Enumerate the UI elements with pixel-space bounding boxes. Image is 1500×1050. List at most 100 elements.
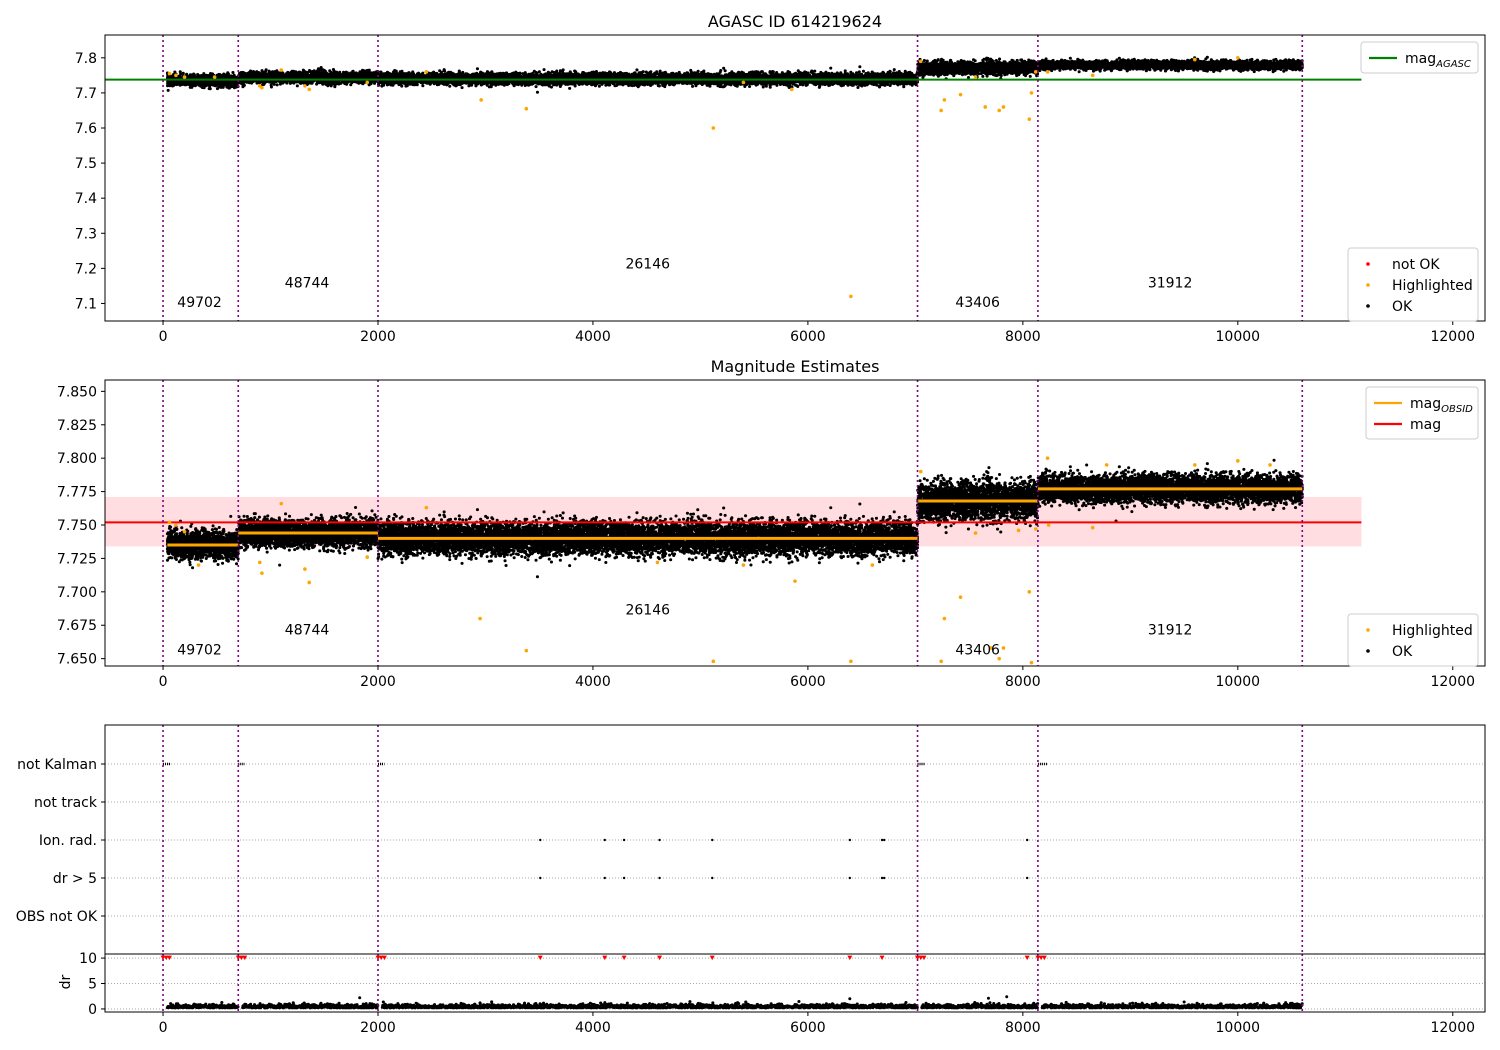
highlighted-point — [424, 70, 429, 74]
highlighted-point — [1090, 73, 1095, 78]
highlighted-point — [711, 126, 716, 130]
legend-box — [1347, 247, 1479, 322]
legend-label: mag — [1410, 417, 1441, 433]
highlighted-point — [973, 75, 978, 79]
x-tick-label: 12000 — [1430, 674, 1475, 690]
flag-point — [539, 876, 542, 880]
flag-point — [880, 876, 884, 880]
y-tick-label: 7.675 — [57, 618, 97, 634]
x-tick-label: 6000 — [790, 329, 826, 345]
x-tick-label: 8000 — [1005, 674, 1041, 690]
legend-dot-swatch — [1366, 262, 1370, 266]
highlighted-point — [958, 92, 963, 97]
legend-label: Highlighted — [1392, 623, 1473, 639]
y-tick-label: 7.800 — [57, 451, 97, 467]
x-tick-label: 6000 — [790, 674, 826, 690]
obsid-label: 49702 — [177, 295, 222, 311]
obsid-label: 43406 — [955, 643, 1000, 659]
legend-box — [1365, 386, 1479, 440]
highlighted-point — [1193, 57, 1197, 62]
highlighted-point — [918, 59, 923, 64]
highlighted-point — [1236, 459, 1240, 463]
highlighted-point — [212, 75, 217, 79]
highlighted-point — [1046, 523, 1051, 527]
highlighted-point — [167, 520, 172, 525]
capped-dr-marker — [1041, 955, 1047, 961]
legend-dot-swatch — [1366, 649, 1370, 653]
flag-category-label: OBS not OK — [16, 909, 98, 925]
highlighted-point — [939, 108, 943, 113]
highlighted-point — [973, 531, 978, 535]
dr-outlier-point — [358, 996, 362, 1000]
agasc-panel: AGASC ID 614219624 49702 48744 26146 43406 3… — [75, 12, 1486, 345]
flag-point — [880, 838, 884, 842]
highlighted-point — [655, 560, 660, 565]
x-tick-label: 12000 — [1430, 329, 1475, 345]
highlighted-point — [1104, 463, 1109, 467]
flag-point — [1025, 838, 1029, 842]
x-tick-label: 2000 — [360, 1020, 396, 1036]
highlighted-point — [303, 567, 307, 571]
flag-point — [883, 876, 886, 880]
x-tick-label: 10000 — [1216, 674, 1261, 690]
y-tick-label: 7.850 — [57, 384, 97, 400]
plot-area: 0 2000 4000 6000 8000 10000 12000 0 5 10 — [79, 951, 1486, 1036]
highlighted-point — [524, 106, 529, 111]
flag-category-label: Ion. rad. — [39, 833, 97, 849]
capped-dr-marker — [621, 955, 627, 961]
highlighted-point — [997, 656, 1002, 661]
highlighted-point — [1029, 91, 1034, 95]
highlighted-point — [997, 108, 1002, 113]
highlighted-point — [958, 595, 963, 599]
axes-frame — [104, 953, 1486, 1013]
x-tick-label: 8000 — [1005, 1020, 1041, 1036]
highlighted-point — [870, 563, 875, 567]
x-tick-label: 4000 — [575, 674, 611, 690]
highlighted-point — [1001, 105, 1006, 109]
capped-dr-marker — [1038, 955, 1044, 961]
flag-category-label: not track — [34, 795, 98, 811]
capped-dr-marker — [1035, 955, 1041, 961]
chart-title: Magnitude Estimates — [711, 357, 880, 376]
y-tick-label: 7.3 — [75, 226, 97, 242]
y-axis-label: dr — [58, 974, 74, 989]
capped-dr-marker — [381, 955, 387, 961]
y-tick-label: 7.775 — [57, 485, 97, 501]
x-tick-label: 4000 — [575, 329, 611, 345]
legend-dot-swatch — [1366, 283, 1370, 287]
highlighted-point — [167, 71, 172, 76]
highlighted-point — [1045, 70, 1050, 74]
flag-category-label: not Kalman — [17, 757, 97, 773]
legend-box — [1347, 613, 1479, 667]
x-tick-label: 8000 — [1005, 329, 1041, 345]
highlighted-point — [174, 523, 178, 527]
flag-point — [603, 838, 606, 842]
flag-point — [658, 876, 661, 880]
magnitude-estimates-panel: Magnitude Estimates 49702 48744 26146 43406… — [57, 357, 1486, 690]
obsid-label: 31912 — [1148, 276, 1193, 292]
capped-dr-marker — [238, 955, 244, 961]
legend-label: Highlighted — [1392, 278, 1473, 294]
highlighted-point — [918, 469, 923, 474]
highlighted-point — [307, 580, 312, 585]
capped-dr-marker — [709, 955, 715, 961]
y-tick-label: 7.8 — [75, 51, 97, 67]
capped-dr-marker — [915, 955, 921, 961]
capped-dr-marker — [918, 955, 924, 961]
highlighted-point — [478, 616, 482, 621]
highlighted-point — [983, 105, 988, 109]
x-tick-label: 0 — [159, 1020, 168, 1036]
plot-area: 49702 48744 26146 43406 31912 0 2000 4000 6000 80… — [75, 34, 1486, 345]
highlighted-point — [789, 87, 794, 92]
y-tick-label: 7.700 — [57, 585, 97, 601]
flag-point — [883, 838, 886, 842]
capped-dr-marker — [160, 955, 166, 961]
x-tick-label: 2000 — [360, 329, 396, 345]
highlighted-point — [942, 616, 947, 621]
axes-frame — [104, 34, 1486, 322]
flag-point — [711, 876, 714, 880]
obsid-label: 48744 — [285, 623, 330, 639]
highlighted-point — [988, 646, 993, 650]
highlighted-point — [939, 659, 943, 664]
